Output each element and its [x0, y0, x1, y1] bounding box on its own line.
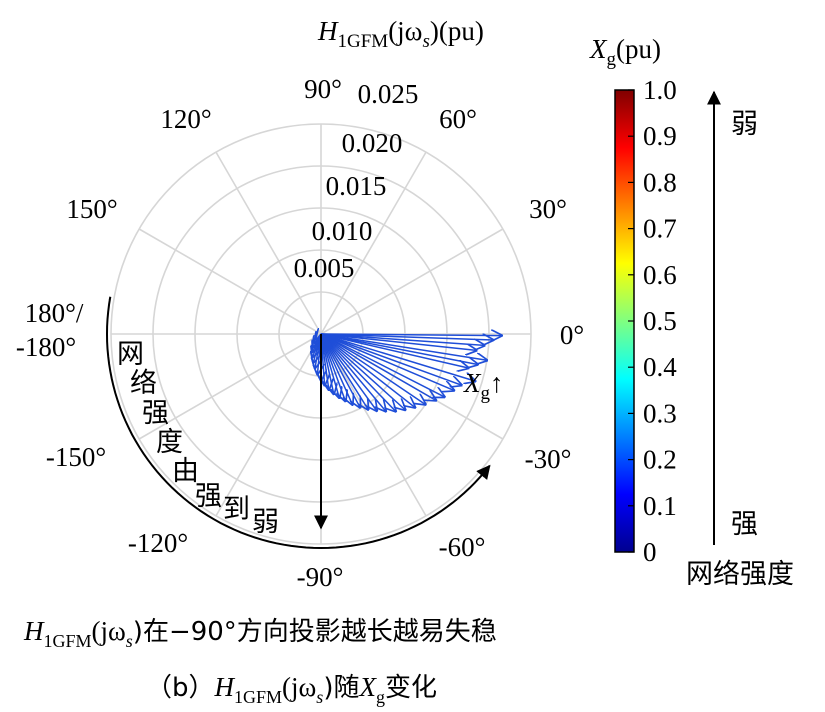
grid-spoke — [215, 333, 322, 517]
strong-label: 强 — [731, 509, 758, 540]
colorbar-tick-label: 0 — [643, 537, 657, 567]
angle-label: 60° — [439, 104, 477, 134]
angle-label: 0° — [560, 320, 584, 350]
strength-arrow: 弱 强 网络强度 — [686, 90, 794, 590]
angle-label: -150° — [46, 442, 106, 472]
angle-label: 150° — [66, 194, 117, 224]
grid-spoke — [320, 333, 427, 517]
angle-label: -180° — [16, 332, 76, 362]
radial-label: 0.025 — [358, 79, 419, 109]
vector-arrow — [320, 333, 436, 400]
diag-char: 强 — [195, 481, 222, 512]
vector-arrow — [320, 333, 462, 385]
colorbar-tick-label: 0.3 — [643, 398, 677, 428]
radial-label: 0.020 — [342, 128, 403, 158]
vector-arrow — [320, 333, 476, 350]
colorbar-tick-label: 0.4 — [643, 352, 677, 382]
angle-label: 120° — [160, 104, 211, 134]
angle-label: -90° — [297, 562, 344, 592]
colorbar-tick-label: 0.9 — [643, 121, 677, 151]
vector-arrow — [320, 333, 444, 397]
vector-arrow — [320, 333, 475, 381]
grid-spoke — [138, 333, 322, 440]
colorbar-tick-label: 0.5 — [643, 306, 677, 336]
colorbar-tick-label: 0.2 — [643, 445, 677, 475]
xg-arrow-label: Xg↑ — [463, 368, 504, 404]
colorbar-title: Xg(pu) — [589, 34, 661, 70]
vector-arrow — [320, 334, 502, 336]
colorbar: Xg(pu) 0 0.1 0.2 0.3 0.4 0.5 0.6 0.7 0.8 0.9 1.0 — [589, 34, 677, 567]
radial-label: 0.005 — [294, 253, 355, 283]
radial-label: 0.010 — [312, 216, 373, 246]
caption-line-1: H1GFM(jωs)在−90°方向投影越长越易失稳 — [23, 616, 497, 651]
vector-arrow — [320, 333, 386, 411]
angle-label: 90° — [304, 74, 342, 104]
polar-title: H1GFM(jωs)(pu) — [317, 16, 484, 52]
colorbar-tick-label: 0.1 — [643, 491, 677, 521]
vector-arrow — [320, 333, 478, 364]
annotation-curves — [105, 296, 491, 549]
diag-char: 强 — [142, 398, 169, 429]
colorbar-tick-label: 0.8 — [643, 167, 677, 197]
angle-label: -60° — [439, 532, 486, 562]
diag-char: 弱 — [252, 507, 279, 538]
network-strength-diagonal-label: 网 络 强 度 由 强 到 弱 — [117, 339, 279, 538]
grid-spoke — [138, 228, 322, 335]
vector-arrow — [320, 333, 493, 340]
grid-spoke — [215, 151, 322, 335]
vector-arrow — [320, 333, 415, 407]
network-strength-label: 网络强度 — [686, 559, 794, 590]
xg-direction-arc — [320, 464, 491, 549]
colorbar-tick-label: 0.6 — [643, 260, 677, 290]
vector-arrow — [320, 333, 487, 360]
diag-char: 络 — [130, 368, 157, 399]
angle-tick-labels: 90° 60° 30° 0° -30° -60° -90° -120° -150° 120° 150… — [16, 74, 584, 592]
radial-tick-labels: 0.005 0.010 0.015 0.020 0.025 — [294, 79, 419, 283]
vector-arrow — [320, 333, 484, 345]
vector-arrow — [320, 333, 425, 404]
weak-label: 弱 — [731, 109, 758, 140]
colorbar-tick-label: 0.7 — [643, 214, 677, 244]
diag-char: 由 — [172, 456, 199, 487]
vector-arrow — [320, 333, 396, 411]
colorbar-ticks: 0 0.1 0.2 0.3 0.4 0.5 0.6 0.7 0.8 0.9 1.0 — [628, 75, 677, 567]
diag-char: 度 — [156, 427, 183, 458]
grid-spoke — [320, 228, 504, 335]
diag-char: 网 — [117, 339, 144, 370]
network-arc — [105, 296, 322, 549]
vector-series — [313, 334, 502, 411]
radial-label: 0.015 — [326, 171, 387, 201]
angle-label: -30° — [525, 444, 572, 474]
angle-label: 30° — [529, 194, 567, 224]
caption-line-2: （b）H1GFM(jωs)随Xg变化 — [146, 672, 437, 707]
angle-label: 180°/ — [25, 298, 84, 328]
grid-spoke — [320, 151, 427, 335]
vector-arrow — [320, 333, 405, 410]
colorbar-tick-label: 1.0 — [643, 75, 677, 105]
vector-arrow — [320, 333, 454, 390]
diag-char: 到 — [223, 494, 250, 525]
angle-label: -120° — [128, 528, 188, 558]
vector-arrow — [320, 333, 468, 368]
